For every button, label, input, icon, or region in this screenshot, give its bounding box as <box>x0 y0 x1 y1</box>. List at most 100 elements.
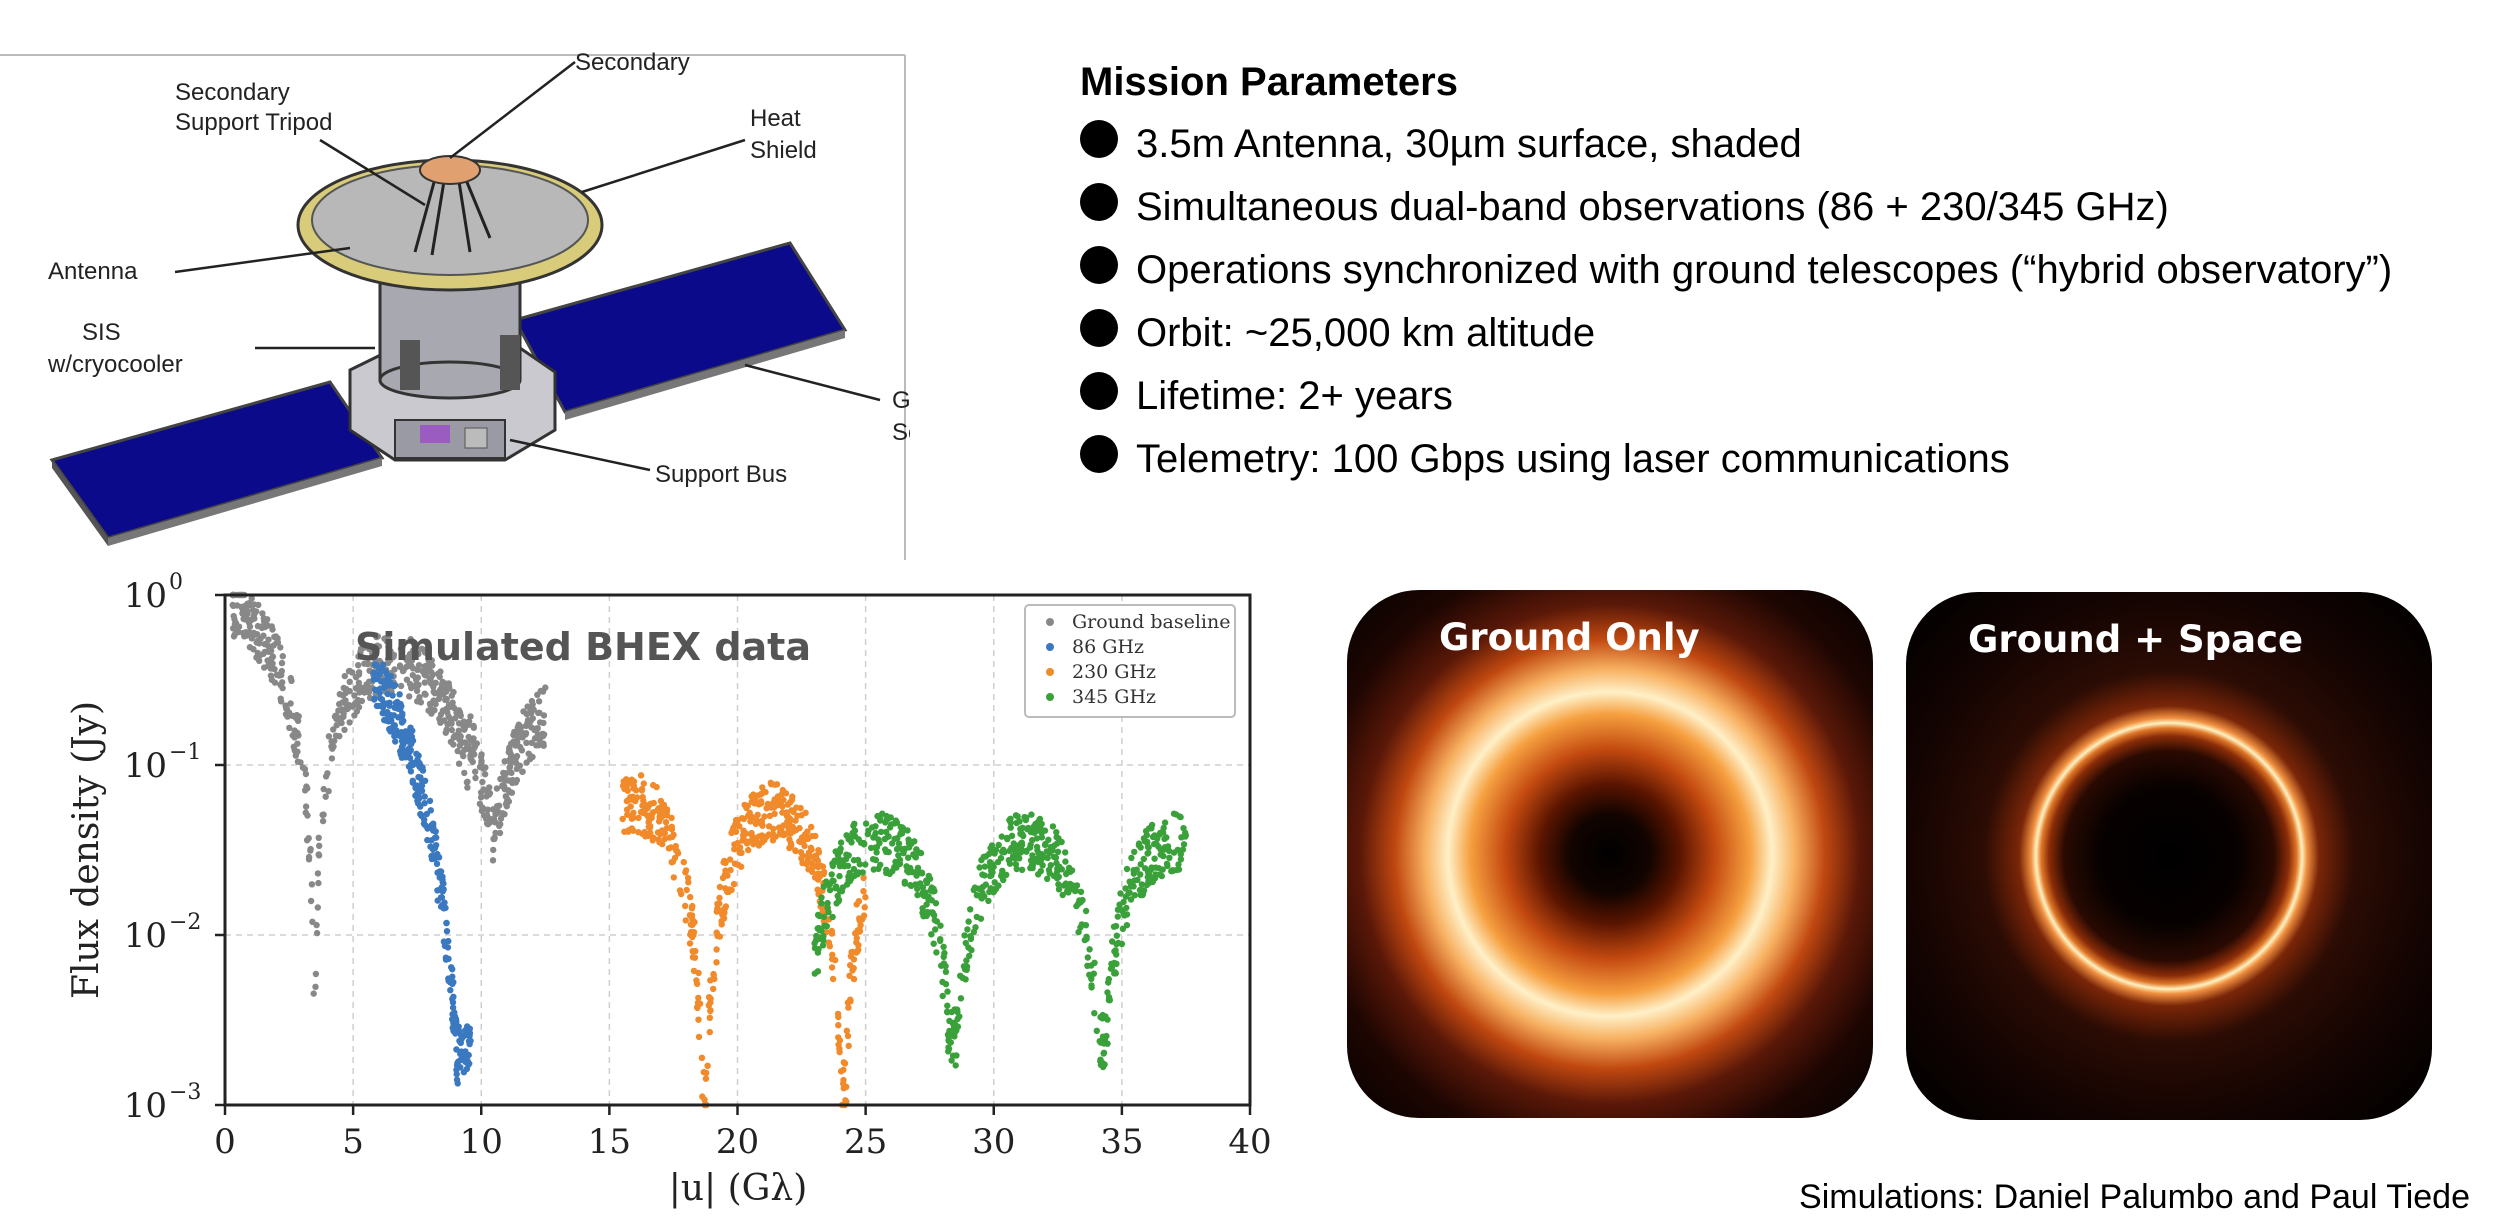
data-point <box>815 863 822 871</box>
data-point <box>971 884 979 891</box>
y-tick-exponent: −1 <box>169 740 201 765</box>
data-point <box>713 946 720 953</box>
data-point <box>453 1046 460 1053</box>
data-point <box>462 1027 469 1034</box>
data-point <box>1108 964 1116 971</box>
data-point <box>372 661 380 668</box>
data-point <box>885 833 892 840</box>
data-point <box>1054 848 1062 855</box>
data-point <box>903 863 910 870</box>
data-point <box>436 868 444 875</box>
data-point <box>403 657 411 664</box>
data-point <box>930 940 937 947</box>
data-point <box>811 940 818 947</box>
data-point <box>243 632 250 639</box>
data-point <box>421 679 428 686</box>
data-point <box>442 904 449 912</box>
data-point <box>449 1004 457 1011</box>
data-point <box>333 722 340 729</box>
data-point <box>328 755 336 762</box>
data-point <box>437 719 444 726</box>
data-point <box>829 975 837 983</box>
data-point <box>501 758 508 765</box>
data-point <box>407 768 415 775</box>
data-point <box>529 701 536 708</box>
legend-label: Ground baseline <box>1072 611 1231 633</box>
legend-label: 345 GHz <box>1072 686 1156 708</box>
data-point <box>1156 831 1163 838</box>
data-point <box>734 839 741 847</box>
data-point <box>854 856 862 864</box>
data-point <box>307 897 315 905</box>
data-point <box>333 715 340 723</box>
x-tick-label: 15 <box>588 1122 631 1162</box>
data-point <box>254 637 261 645</box>
data-point <box>460 752 467 760</box>
data-point <box>1009 845 1017 852</box>
data-point <box>509 776 516 784</box>
data-point <box>419 778 426 786</box>
legend-marker <box>1046 668 1054 676</box>
data-point <box>1126 878 1133 885</box>
x-tick-label: 5 <box>342 1122 364 1162</box>
data-point <box>239 610 246 617</box>
data-point <box>901 878 908 885</box>
data-point <box>427 674 435 682</box>
data-point <box>847 875 855 882</box>
data-point <box>527 755 534 763</box>
data-point <box>706 1028 713 1036</box>
data-point <box>430 688 437 696</box>
data-point <box>302 803 310 810</box>
data-point <box>855 836 862 843</box>
data-point <box>694 999 702 1006</box>
data-point <box>1137 871 1144 878</box>
data-point <box>450 741 457 748</box>
data-point <box>964 926 971 933</box>
data-point <box>1153 840 1160 848</box>
data-point <box>535 698 543 705</box>
data-point <box>1105 975 1113 983</box>
data-point <box>965 918 972 925</box>
data-point <box>814 925 821 932</box>
data-point <box>1052 854 1060 861</box>
data-point <box>856 926 863 933</box>
data-point <box>1137 861 1144 868</box>
data-point <box>835 1022 842 1029</box>
data-point <box>525 750 532 757</box>
data-point <box>963 963 971 970</box>
data-point <box>835 855 842 862</box>
data-point <box>792 817 799 824</box>
data-point <box>752 820 759 827</box>
data-point <box>355 679 363 686</box>
data-point <box>944 988 951 995</box>
data-point <box>439 707 447 714</box>
data-point <box>649 837 656 844</box>
data-point <box>851 820 858 827</box>
data-point <box>1008 832 1016 839</box>
data-point <box>695 1033 703 1041</box>
data-point <box>441 899 448 906</box>
data-point <box>324 770 331 777</box>
data-point <box>757 820 764 827</box>
data-point <box>1163 860 1171 867</box>
data-point <box>508 769 515 776</box>
data-point <box>308 881 316 888</box>
data-point <box>680 858 687 866</box>
data-point <box>913 872 920 879</box>
data-point <box>862 894 869 901</box>
data-point <box>978 856 985 864</box>
data-point <box>779 786 786 794</box>
data-point <box>253 654 260 661</box>
data-point <box>384 690 391 698</box>
data-point <box>482 815 490 823</box>
data-point <box>804 828 811 835</box>
data-point <box>818 894 825 901</box>
left-solar-panel <box>49 380 385 540</box>
data-point <box>381 635 388 642</box>
data-point <box>1178 834 1185 841</box>
data-point <box>640 780 647 787</box>
bullet-icon <box>1080 119 1118 158</box>
data-point <box>930 912 938 919</box>
data-point <box>991 850 998 857</box>
data-point <box>957 995 965 1002</box>
